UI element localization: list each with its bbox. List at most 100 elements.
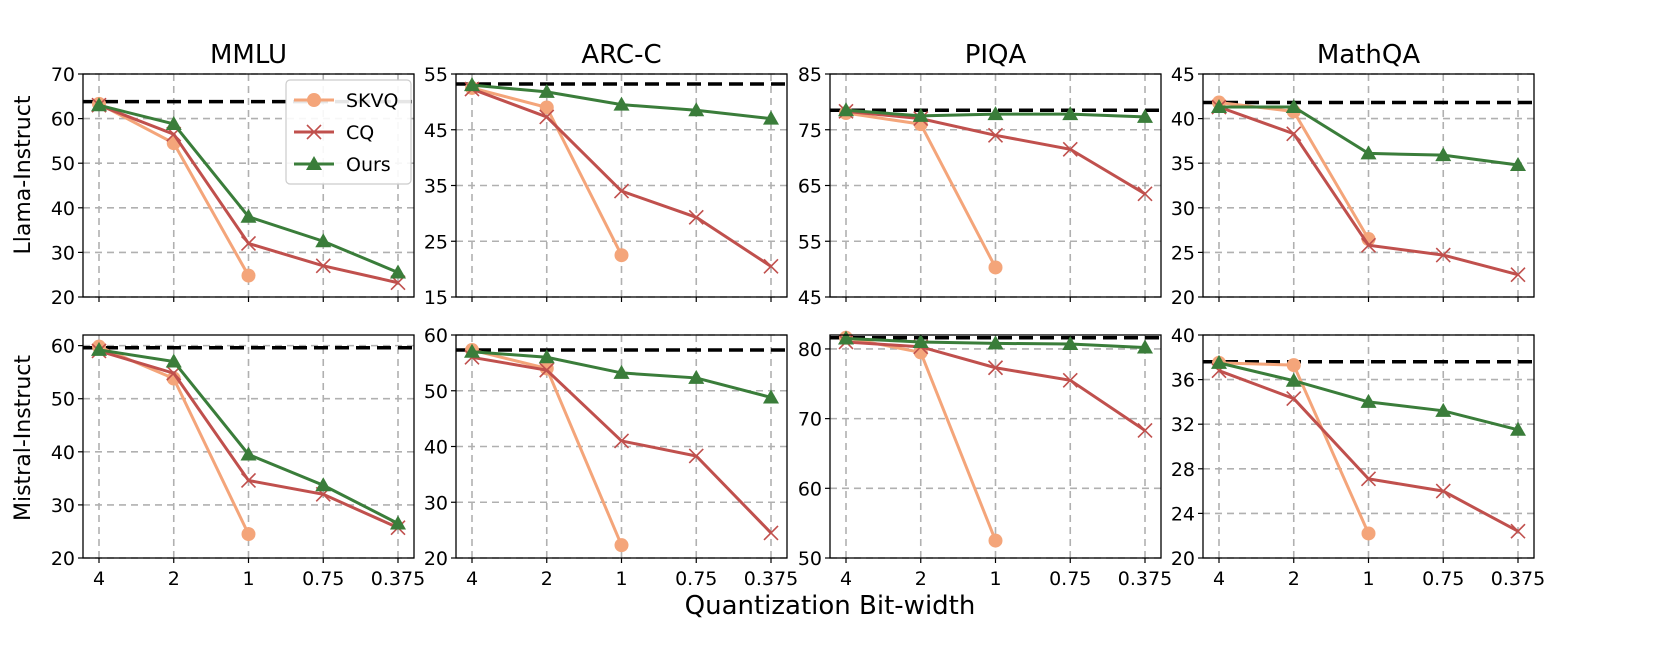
y-tick-label: 25 bbox=[424, 231, 448, 253]
y-tick-label: 20 bbox=[51, 287, 75, 309]
panel-row2-7: 50 60 70 80 4 2 1 0.75 0.375 bbox=[798, 330, 1172, 590]
data-point-ours bbox=[838, 330, 854, 345]
data-point-cq bbox=[613, 183, 630, 199]
data-point-cq bbox=[1435, 247, 1451, 263]
legend-item-cq: CQ bbox=[294, 122, 374, 144]
y-tick-label: 40 bbox=[424, 437, 448, 459]
y-tick-label: 75 bbox=[798, 120, 822, 142]
data-point-ours bbox=[912, 333, 929, 348]
data-point-skvq bbox=[241, 527, 256, 542]
data-point-cq bbox=[1062, 141, 1078, 157]
data-point-cq bbox=[240, 235, 257, 252]
x-tick-label: 2 bbox=[1288, 568, 1300, 590]
y-tick-label: 45 bbox=[424, 120, 448, 142]
y-tick-label: 15 bbox=[424, 287, 448, 309]
data-point-skvq bbox=[539, 100, 554, 115]
data-point-ours bbox=[390, 515, 406, 530]
y-tick-label: 55 bbox=[424, 64, 448, 86]
data-point-ours bbox=[1137, 339, 1153, 354]
x-tick-label: 1 bbox=[615, 568, 627, 590]
x-tick-label: 0.375 bbox=[744, 568, 798, 590]
y-tick-label: 32 bbox=[1171, 414, 1195, 436]
data-point-ours bbox=[613, 364, 630, 379]
data-point-cq bbox=[1360, 471, 1377, 487]
legend-marker-triangle bbox=[306, 156, 322, 170]
series-line-cq bbox=[1218, 105, 1519, 277]
data-point-skvq bbox=[241, 268, 256, 283]
data-point-cq bbox=[987, 127, 1004, 143]
x-tick-label: 4 bbox=[1213, 568, 1225, 590]
y-tick-label: 60 bbox=[51, 109, 75, 131]
y-tick-label: 45 bbox=[798, 287, 822, 309]
y-tick-label: 50 bbox=[51, 153, 75, 175]
data-point-ours bbox=[1211, 99, 1227, 114]
data-point-cq bbox=[315, 258, 331, 274]
y-tick-label: 30 bbox=[51, 242, 75, 264]
x-tick-label: 4 bbox=[840, 568, 852, 590]
panel-piqa-3: 45 55 65 75 85 PIQA bbox=[798, 40, 1162, 309]
x-tick-label: 4 bbox=[93, 568, 105, 590]
data-point-cq bbox=[1137, 422, 1153, 439]
legend-item-skvq: SKVQ bbox=[294, 90, 398, 112]
x-tick-label: 2 bbox=[541, 568, 553, 590]
y-tick-label: 55 bbox=[798, 231, 822, 253]
data-point-ours bbox=[1062, 336, 1079, 351]
data-point-cq bbox=[1286, 390, 1302, 407]
y-tick-label: 30 bbox=[424, 492, 448, 514]
data-point-ours bbox=[1435, 147, 1452, 162]
data-point-ours bbox=[688, 369, 705, 384]
data-point-ours bbox=[1211, 354, 1227, 369]
legend-label: Ours bbox=[346, 154, 391, 176]
data-point-ours bbox=[538, 83, 555, 98]
y-tick-label: 20 bbox=[424, 548, 448, 570]
data-point-cq bbox=[1510, 267, 1526, 283]
panel-row2-6: 20 30 40 50 60 4 2 1 0.75 0.375 bbox=[424, 325, 798, 590]
panels: 20 30 40 50 60 70 MMLU 15 25 35 45 55 ARC-C 45 55 65 75 8… bbox=[51, 40, 1545, 590]
x-tick-label: 0.375 bbox=[1118, 568, 1172, 590]
y-tick-label: 60 bbox=[798, 478, 822, 500]
x-tick-label: 0.75 bbox=[1049, 568, 1091, 590]
data-point-ours bbox=[987, 335, 1004, 350]
y-tick-label: 20 bbox=[1171, 287, 1195, 309]
data-point-cq bbox=[240, 472, 257, 489]
data-point-ours bbox=[1510, 421, 1526, 436]
data-point-ours bbox=[688, 102, 705, 117]
legend-label: CQ bbox=[346, 122, 374, 144]
data-point-cq bbox=[763, 258, 779, 274]
legend-marker-x bbox=[306, 124, 322, 140]
data-point-ours bbox=[763, 110, 779, 125]
y-tick-label: 85 bbox=[798, 64, 822, 86]
y-tick-label: 50 bbox=[51, 389, 75, 411]
data-point-cq bbox=[539, 362, 555, 378]
panel-mathqa-4: 20 25 30 35 40 45 MathQA bbox=[1171, 40, 1535, 309]
y-tick-label: 25 bbox=[1171, 242, 1195, 264]
data-point-cq bbox=[688, 209, 704, 225]
data-point-ours bbox=[1360, 393, 1377, 408]
x-tick-label: 1 bbox=[989, 568, 1001, 590]
data-point-cq bbox=[1435, 483, 1451, 499]
x-tick-label: 0.75 bbox=[1422, 568, 1464, 590]
data-point-skvq bbox=[988, 533, 1003, 548]
x-tick-label: 0.75 bbox=[302, 568, 344, 590]
data-point-cq bbox=[1286, 126, 1302, 142]
data-point-ours bbox=[91, 341, 107, 356]
panel-title: MMLU bbox=[210, 40, 287, 70]
y-tick-label: 36 bbox=[1171, 370, 1195, 392]
data-point-ours bbox=[613, 96, 630, 111]
legend-marker-circle bbox=[307, 93, 321, 107]
data-point-ours bbox=[390, 264, 406, 279]
y-tick-label: 50 bbox=[424, 381, 448, 403]
panel-title: PIQA bbox=[965, 40, 1027, 70]
y-tick-label: 30 bbox=[51, 495, 75, 517]
data-point-ours bbox=[315, 233, 332, 248]
data-point-ours bbox=[240, 208, 257, 223]
x-tick-label: 4 bbox=[466, 568, 478, 590]
row-label-mistral: Mistral-Instruct bbox=[11, 355, 36, 521]
y-tick-label: 65 bbox=[798, 176, 822, 198]
data-point-ours bbox=[1285, 99, 1302, 114]
x-tick-label: 0.375 bbox=[1491, 568, 1545, 590]
data-point-cq bbox=[1062, 372, 1078, 388]
data-point-ours bbox=[1285, 372, 1302, 387]
data-point-ours bbox=[912, 107, 929, 122]
data-point-skvq bbox=[988, 260, 1003, 275]
